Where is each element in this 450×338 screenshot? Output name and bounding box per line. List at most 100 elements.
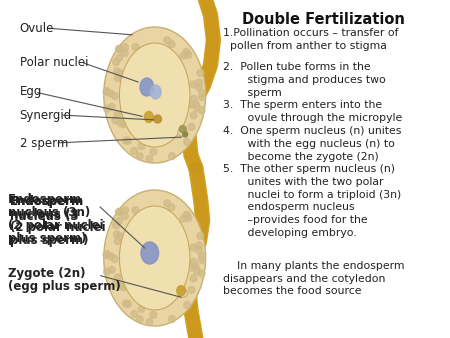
Circle shape [112,280,119,287]
Circle shape [189,264,196,271]
Text: Double Fertilization: Double Fertilization [242,12,405,27]
Circle shape [132,207,139,214]
Circle shape [120,121,127,128]
Text: 5.  The other sperm nucleus (n)
       unites with the two polar
       nuclei t: 5. The other sperm nucleus (n) unites wi… [223,164,401,238]
Circle shape [117,46,124,53]
Text: (2 polar nuclei: (2 polar nuclei [10,221,105,234]
Circle shape [125,137,131,144]
Circle shape [195,247,202,254]
Circle shape [113,68,121,75]
Circle shape [185,214,192,221]
Text: Egg: Egg [20,86,42,98]
Text: In many plants the endosperm
disappears and the cotyledon
becomes the food sourc: In many plants the endosperm disappears … [223,248,405,296]
Circle shape [138,306,145,312]
Circle shape [198,253,205,260]
Circle shape [112,117,119,124]
Circle shape [198,90,205,97]
Ellipse shape [119,206,190,310]
Circle shape [189,101,196,108]
Ellipse shape [119,43,190,147]
Text: Polar nuclei: Polar nuclei [20,55,88,69]
Circle shape [179,125,186,132]
Text: 2 sperm: 2 sperm [20,137,68,149]
Circle shape [188,123,195,130]
Circle shape [190,275,197,282]
Circle shape [198,107,205,114]
Circle shape [154,115,162,123]
Text: Endosperm: Endosperm [10,195,84,208]
Text: (2 polar nuclei: (2 polar nuclei [8,219,104,232]
Text: 1.Pollination occurs – transfer of
  pollen from anther to stigma: 1.Pollination occurs – transfer of polle… [223,28,399,51]
Ellipse shape [150,85,161,99]
Circle shape [194,104,201,112]
Circle shape [180,52,187,59]
Text: plus sperm): plus sperm) [10,234,88,247]
Circle shape [112,59,120,66]
Circle shape [114,274,121,281]
Circle shape [116,54,122,62]
Circle shape [122,300,130,307]
Text: Endosperm: Endosperm [8,193,82,206]
Text: 2.  Pollen tube forms in the
       stigma and produces two
       sperm: 2. Pollen tube forms in the stigma and p… [223,62,386,98]
Circle shape [125,300,131,307]
Circle shape [114,238,121,245]
Circle shape [116,218,122,224]
Text: Ovule: Ovule [20,22,54,34]
Circle shape [131,311,138,317]
Ellipse shape [141,242,158,264]
Circle shape [183,48,190,55]
Circle shape [131,147,138,154]
Circle shape [198,270,205,277]
Circle shape [168,41,175,48]
Circle shape [136,316,143,323]
Circle shape [192,100,199,107]
Circle shape [108,103,115,110]
Circle shape [185,51,192,58]
Circle shape [190,95,197,102]
Circle shape [116,233,123,240]
Circle shape [196,79,202,86]
Circle shape [194,267,201,274]
Text: (egg plus sperm): (egg plus sperm) [8,280,121,293]
Circle shape [111,256,118,263]
Text: Zygote (2n): Zygote (2n) [8,267,86,280]
Circle shape [122,212,128,219]
Circle shape [103,88,110,95]
Circle shape [104,88,110,95]
Ellipse shape [104,190,206,326]
Circle shape [113,231,121,238]
Circle shape [104,105,110,112]
Text: 3.  The sperm enters into the
       ovule through the micropyle: 3. The sperm enters into the ovule throu… [223,100,402,123]
Circle shape [136,153,143,160]
Circle shape [169,316,176,323]
Circle shape [116,208,122,215]
Circle shape [199,94,206,101]
Circle shape [132,44,139,51]
Circle shape [108,266,115,273]
Circle shape [117,120,124,127]
Circle shape [114,111,121,118]
Circle shape [184,139,190,146]
Circle shape [104,268,110,275]
Circle shape [188,286,195,293]
Circle shape [114,75,121,82]
Circle shape [104,250,110,258]
Circle shape [199,257,206,264]
Text: nucleus (3: nucleus (3 [10,208,78,221]
Circle shape [184,301,190,309]
Ellipse shape [178,128,188,137]
Circle shape [150,311,157,318]
Circle shape [183,132,188,137]
Circle shape [120,284,127,291]
Circle shape [107,90,114,97]
Ellipse shape [140,78,154,96]
Circle shape [196,242,202,249]
Circle shape [180,215,187,222]
Ellipse shape [104,27,206,163]
Circle shape [146,319,153,325]
Circle shape [122,207,128,214]
Circle shape [122,137,130,144]
Text: plus sperm): plus sperm) [8,232,86,245]
Text: Endosperm
nucleus (3: Endosperm nucleus (3 [10,195,84,223]
Circle shape [111,93,118,100]
